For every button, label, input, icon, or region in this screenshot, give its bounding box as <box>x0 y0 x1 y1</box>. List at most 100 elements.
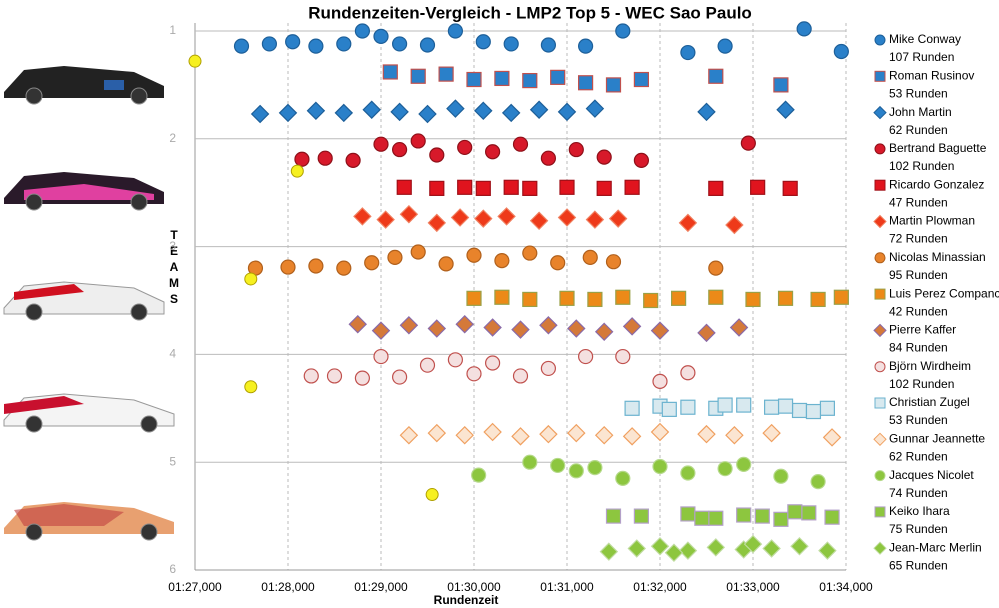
data-point <box>782 180 798 196</box>
data-point <box>615 289 631 305</box>
data-point <box>396 179 412 195</box>
data-point <box>550 69 566 85</box>
data-point <box>680 506 696 522</box>
data-point <box>529 100 549 119</box>
data-point <box>763 399 780 415</box>
legend-marker <box>874 288 886 300</box>
data-point <box>818 541 837 560</box>
data-point <box>336 260 352 276</box>
data-point <box>261 36 277 52</box>
legend-label: Nicolas Minassian <box>889 250 986 264</box>
data-point <box>364 255 380 271</box>
data-point <box>354 23 370 39</box>
data-point <box>605 254 622 270</box>
data-point <box>354 370 370 386</box>
data-point <box>455 426 474 445</box>
data-point <box>717 397 733 413</box>
data-point <box>522 72 538 89</box>
y-axis-label: TEAMS <box>167 228 181 308</box>
data-point <box>652 373 668 389</box>
data-point <box>615 23 631 39</box>
data-point <box>326 368 343 384</box>
legend-marker <box>874 179 886 191</box>
data-point <box>418 104 437 124</box>
data-point <box>680 365 696 381</box>
x-tick-label: 01:32,000 <box>633 580 687 594</box>
legend-label: Martin Plowman <box>889 214 975 228</box>
data-point <box>605 77 622 93</box>
data-point <box>717 461 733 477</box>
data-point <box>362 100 381 119</box>
data-point <box>336 36 352 52</box>
legend-marker <box>873 432 887 447</box>
data-point <box>550 255 566 271</box>
data-point <box>585 99 605 118</box>
legend-label: Gunnar Jeannette <box>889 431 985 445</box>
data-point <box>819 400 836 416</box>
data-point <box>522 454 538 470</box>
data-point <box>708 510 724 526</box>
data-point <box>801 505 817 521</box>
data-point <box>485 355 501 371</box>
legend-laps: 95 Runden <box>889 268 948 282</box>
data-point <box>633 152 650 168</box>
legend-laps: 47 Runden <box>889 195 948 209</box>
data-point <box>717 38 733 54</box>
data-point <box>810 474 826 490</box>
legend-laps: 84 Runden <box>889 341 948 355</box>
data-point <box>680 399 696 415</box>
data-point <box>633 71 650 88</box>
data-point <box>787 504 803 520</box>
data-point <box>540 150 557 166</box>
legend-label: Roman Rusinov <box>889 68 974 82</box>
data-point <box>754 508 770 524</box>
data-point <box>427 319 447 338</box>
data-point <box>503 179 519 195</box>
legend-label: Jacques Nicolet <box>889 468 974 482</box>
data-point <box>387 249 403 265</box>
data-point <box>419 357 436 373</box>
data-point <box>568 463 584 479</box>
data-point <box>697 323 716 343</box>
data-point <box>511 320 530 339</box>
data-point <box>762 423 781 443</box>
data-point <box>594 426 614 445</box>
data-point <box>410 244 426 260</box>
legend-marker <box>874 143 886 155</box>
data-point <box>250 104 270 124</box>
data-point <box>773 77 789 93</box>
data-point <box>280 259 296 275</box>
data-point <box>512 368 529 384</box>
legend-label: Mike Conway <box>889 32 961 46</box>
data-point <box>494 289 510 305</box>
data-point <box>306 101 326 121</box>
legend-laps: 53 Runden <box>889 413 948 427</box>
data-point <box>582 249 598 265</box>
data-point <box>294 151 310 167</box>
data-point <box>410 68 426 84</box>
highlight-point <box>290 164 304 178</box>
data-point <box>567 319 586 338</box>
data-point <box>540 37 557 53</box>
x-tick-label: 01:31,000 <box>540 580 594 594</box>
data-point <box>736 507 752 523</box>
y-tick-label: 1 <box>169 23 176 37</box>
legend-laps: 102 Runden <box>889 377 954 391</box>
data-point <box>540 360 557 377</box>
data-point <box>447 23 463 39</box>
legend-marker <box>874 470 886 482</box>
data-point <box>373 28 389 44</box>
data-point <box>539 316 558 335</box>
data-point <box>303 368 319 384</box>
y-tick-label: 2 <box>169 131 176 145</box>
highlight-point <box>425 488 439 502</box>
data-point <box>608 209 628 228</box>
legend-marker <box>873 105 887 120</box>
data-point <box>446 99 465 118</box>
legend-label: Jean-Marc Merlin <box>889 540 982 554</box>
data-point <box>390 102 409 122</box>
data-point <box>392 36 408 52</box>
legend-marker <box>874 252 886 264</box>
data-point <box>317 150 333 166</box>
data-point <box>776 100 795 119</box>
